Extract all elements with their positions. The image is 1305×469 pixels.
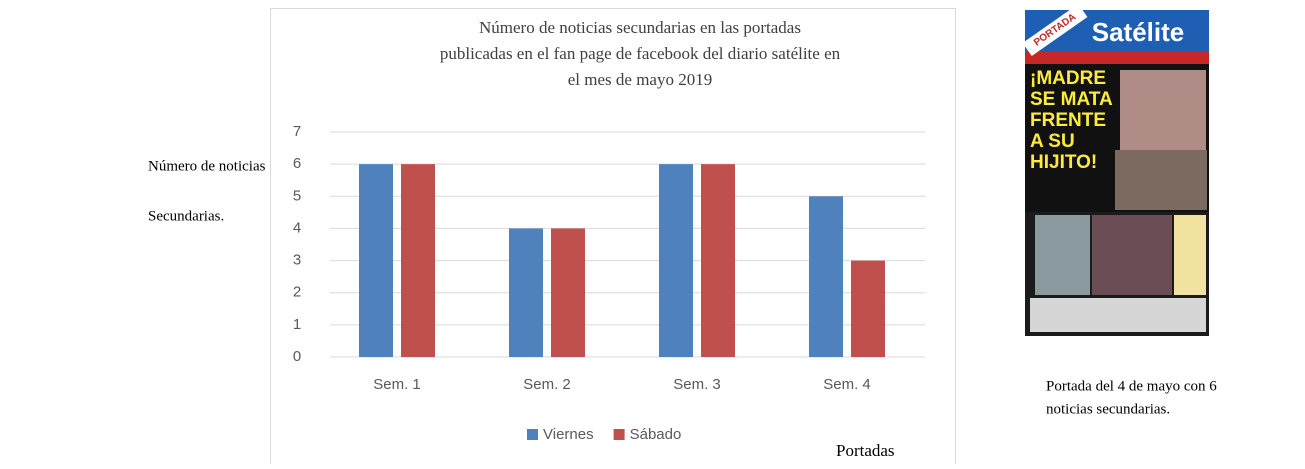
cover-photo bbox=[1035, 215, 1090, 295]
x-tick-label: Sem. 4 bbox=[823, 376, 871, 393]
legend-label: Viernes bbox=[543, 426, 594, 443]
cover-masthead: Satélite bbox=[1092, 17, 1185, 47]
y-tick-label: 6 bbox=[293, 155, 301, 172]
y-tick-label: 2 bbox=[293, 284, 301, 301]
legend-swatch bbox=[614, 429, 625, 440]
cover-photo bbox=[1115, 150, 1207, 210]
bar bbox=[701, 164, 735, 357]
side-label: Secundarias. bbox=[148, 208, 224, 224]
bar bbox=[401, 164, 435, 357]
chart-title: el mes de mayo 2019 bbox=[568, 70, 712, 89]
y-tick-label: 0 bbox=[293, 348, 301, 365]
page-canvas: Número de noticias Secundarias. Número d… bbox=[0, 0, 1305, 464]
y-tick-label: 7 bbox=[293, 123, 301, 140]
cover-image: Satélite PORTADA ¡MADRE SE MATA FRENTE A… bbox=[1023, 4, 1209, 336]
bar bbox=[551, 228, 585, 357]
cover-box bbox=[1030, 298, 1206, 332]
side-label: Número de noticias bbox=[148, 158, 266, 174]
bar bbox=[851, 261, 885, 357]
caption: noticias secundarias. bbox=[1046, 401, 1170, 417]
legend-label: Sábado bbox=[630, 426, 682, 443]
x-tick-label: Sem. 2 bbox=[523, 376, 571, 393]
chart-title: Número de noticias secundarias en las po… bbox=[479, 18, 801, 37]
cover-strip bbox=[1025, 52, 1209, 64]
y-tick-label: 3 bbox=[293, 252, 301, 269]
y-tick-label: 1 bbox=[293, 316, 301, 333]
caption: Portada del 4 de mayo con 6 bbox=[1046, 378, 1217, 394]
cover-headline-box: ¡MADRE SE MATA FRENTE A SU HIJITO! bbox=[1030, 68, 1120, 178]
x-axis-label: Portadas bbox=[836, 441, 895, 460]
page: {"side_label": {"lines": ["Número de not… bbox=[0, 0, 1305, 464]
chart-title: publicadas en el fan page de facebook de… bbox=[440, 44, 841, 63]
bar bbox=[359, 164, 393, 357]
bar bbox=[659, 164, 693, 357]
cover-headline: ¡MADRE SE MATA FRENTE A SU HIJITO! bbox=[1030, 68, 1120, 173]
bar bbox=[809, 196, 843, 357]
x-tick-label: Sem. 3 bbox=[673, 376, 721, 393]
y-tick-label: 4 bbox=[293, 219, 301, 236]
legend-swatch bbox=[527, 429, 538, 440]
x-tick-label: Sem. 1 bbox=[373, 376, 421, 393]
y-tick-label: 5 bbox=[293, 187, 301, 204]
cover-photo bbox=[1092, 215, 1172, 295]
cover-photo bbox=[1120, 70, 1206, 150]
cover-box bbox=[1174, 215, 1206, 295]
bar bbox=[509, 228, 543, 357]
